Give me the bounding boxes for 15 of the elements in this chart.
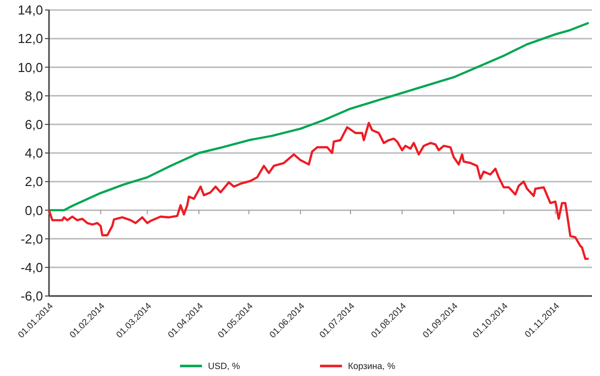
y-tick-label: 6,0 <box>24 116 43 132</box>
line-series <box>48 22 590 212</box>
y-tick-label: 2,0 <box>24 174 43 190</box>
line-series <box>48 122 590 260</box>
y-tick-label: -4,0 <box>20 260 43 275</box>
legend-label: Корзина, % <box>348 361 396 372</box>
y-tick-label: 8,0 <box>24 88 43 104</box>
y-tick-label: 0,0 <box>24 202 43 218</box>
y-tick-label: -2,0 <box>20 231 43 246</box>
y-tick-label: 4,0 <box>24 146 43 161</box>
y-tick-label: 10,0 <box>18 60 43 75</box>
y-tick-label: 14,0 <box>18 2 43 18</box>
legend-label: USD, % <box>208 361 240 372</box>
y-tick-label: -6,0 <box>20 288 43 304</box>
y-tick-label: 12,0 <box>18 31 43 46</box>
